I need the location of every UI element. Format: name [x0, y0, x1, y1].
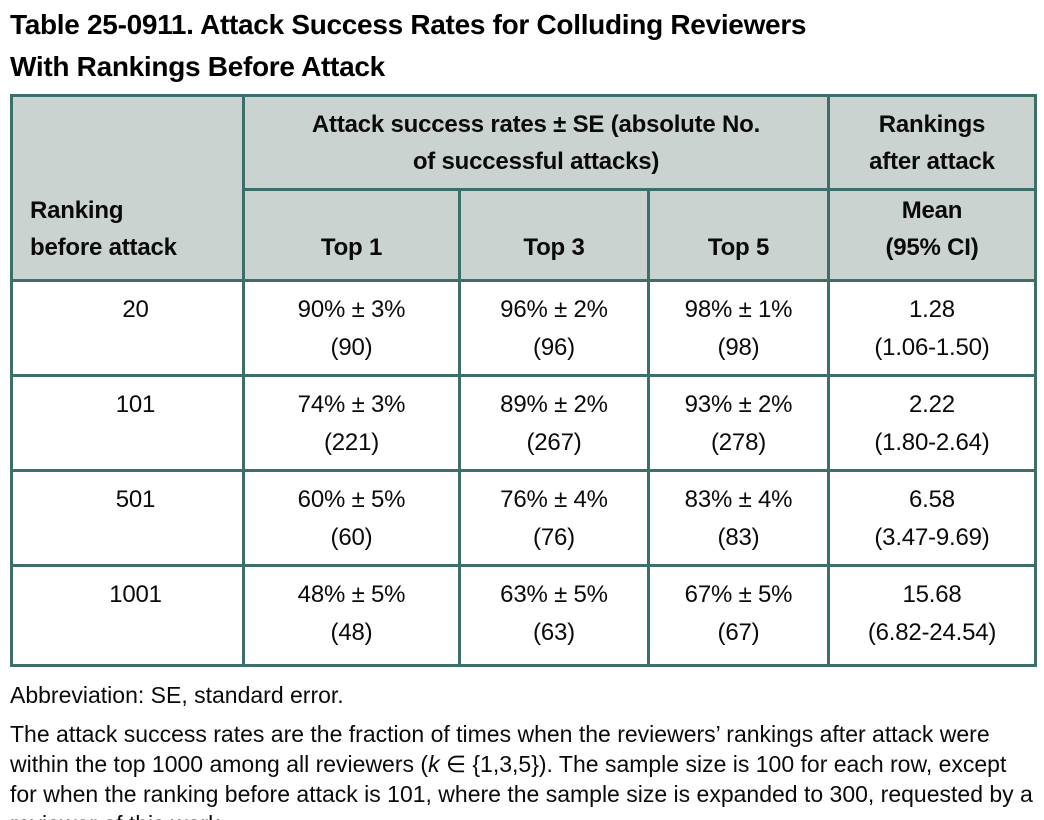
- col-header-ranking-before-attack: Ranking before attack: [10, 94, 245, 282]
- header-row-group: Ranking before attack Attack success rate…: [10, 94, 1037, 282]
- rate-value: 48% ± 5%: [297, 581, 406, 608]
- mean-value: 15.68: [902, 581, 962, 608]
- count-value: (48): [330, 619, 373, 646]
- cell-ranking-before: 1001: [10, 564, 245, 667]
- count-value: (60): [330, 524, 373, 551]
- table-row: 1001 48% ± 5% (48) 63% ± 5% (63) 67% ± 5% (…: [10, 564, 1037, 667]
- count-value: (278): [710, 429, 767, 456]
- footnote-text-part1: The attack success rates are the fractio…: [10, 721, 990, 777]
- rate-value: 76% ± 4%: [500, 486, 608, 513]
- cell-top5: 67% ± 5% (67): [647, 564, 830, 667]
- table-row: 501 60% ± 5% (60) 76% ± 4% (76) 83% ± 4% (8…: [10, 469, 1037, 567]
- cell-mean-ci: 1.28 (1.06-1.50): [827, 279, 1037, 377]
- cell-top3: 89% ± 2% (267): [458, 374, 650, 472]
- cell-ranking-before: 101: [10, 374, 245, 472]
- count-value: (98): [717, 334, 760, 361]
- ci-value: (3.47-9.69): [874, 524, 990, 551]
- mean-value: 2.22: [909, 391, 955, 418]
- mean-value: 6.58: [909, 486, 955, 513]
- rankings-after-line2: after attack: [869, 147, 995, 175]
- ci-value: (1.80-2.64): [874, 429, 990, 456]
- rate-value: 89% ± 2%: [500, 391, 608, 418]
- count-value: (267): [526, 429, 582, 456]
- cell-mean-ci: 2.22 (1.80-2.64): [827, 374, 1037, 472]
- rankings-after-line1: Rankings: [878, 110, 986, 138]
- mean-value: 1.28: [909, 296, 955, 323]
- header-row-sub: Top 1 Top 3 Top 5 Mean (95% CI): [12, 188, 1037, 282]
- table-title-line2: With Rankings Before Attack: [10, 51, 385, 82]
- rate-value: 63% ± 5%: [500, 581, 608, 608]
- rate-value: 98% ± 1%: [684, 296, 793, 323]
- table-title-line1: Table 25-0911. Attack Success Rates for …: [10, 9, 807, 40]
- col-header-top3: Top 3: [458, 188, 650, 282]
- rate-value: 83% ± 4%: [684, 486, 793, 513]
- count-value: (221): [323, 429, 380, 456]
- cell-top1: 60% ± 5% (60): [242, 469, 461, 567]
- count-value: (67): [717, 619, 760, 646]
- count-value: (83): [717, 524, 760, 551]
- table-title: Table 25-0911. Attack Success Rates for …: [10, 4, 1034, 88]
- cell-mean-ci: 6.58 (3.47-9.69): [827, 469, 1037, 567]
- ranking-before-line2: before attack: [30, 234, 177, 261]
- cell-top1: 48% ± 5% (48): [242, 564, 461, 667]
- count-value: (76): [533, 524, 575, 551]
- rate-value: 93% ± 2%: [684, 391, 793, 418]
- table-row: 20 90% ± 3% (90) 96% ± 2% (96) 98% ± 1% (98…: [10, 279, 1037, 377]
- ci-value: (6.82-24.54): [867, 619, 997, 646]
- mean-header-line2: (95% CI): [885, 234, 979, 261]
- col-header-mean-ci: Mean (95% CI): [827, 188, 1037, 282]
- group-header-line1: Attack success rates ± SE (absolute No.: [311, 110, 761, 138]
- cell-top5: 98% ± 1% (98): [647, 279, 830, 377]
- cell-mean-ci: 15.68 (6.82-24.54): [827, 564, 1037, 667]
- ci-value: (1.06-1.50): [874, 334, 990, 361]
- count-value: (90): [330, 334, 373, 361]
- count-value: (96): [533, 334, 575, 361]
- rate-value: 90% ± 3%: [297, 296, 406, 323]
- cell-ranking-before: 501: [10, 469, 245, 567]
- cell-top3: 63% ± 5% (63): [458, 564, 650, 667]
- cell-top1: 90% ± 3% (90): [242, 279, 461, 377]
- ranking-before-line1: Ranking: [30, 197, 124, 224]
- table-footnote: The attack success rates are the fractio…: [10, 719, 1034, 820]
- col-header-top5: Top 5: [647, 188, 830, 282]
- attack-success-rates-table: Ranking before attack Attack success rate…: [10, 94, 1037, 667]
- rate-value: 96% ± 2%: [500, 296, 608, 323]
- col-header-rankings-after-attack: Rankings after attack: [827, 94, 1037, 191]
- count-value: (63): [533, 619, 575, 646]
- footnote-text-part2: ∈ {1,3,5}). The sample size is 100 for e…: [10, 751, 1033, 820]
- cell-ranking-before: 20: [10, 279, 245, 377]
- cell-top5: 93% ± 2% (278): [647, 374, 830, 472]
- table-row: 101 74% ± 3% (221) 89% ± 2% (267) 93% ± 2%…: [10, 374, 1037, 472]
- abbreviation-footnote: Abbreviation: SE, standard error.: [10, 682, 344, 708]
- rate-value: 74% ± 3%: [297, 391, 406, 418]
- rate-value: 67% ± 5%: [684, 581, 793, 608]
- rate-value: 60% ± 5%: [297, 486, 406, 513]
- cell-top3: 96% ± 2% (96): [458, 279, 650, 377]
- col-group-header-attack-success-rates: Attack success rates ± SE (absolute No. o…: [242, 94, 830, 191]
- cell-top1: 74% ± 3% (221): [242, 374, 461, 472]
- cell-top5: 83% ± 4% (83): [647, 469, 830, 567]
- mean-header-line1: Mean: [901, 197, 963, 224]
- cell-top3: 76% ± 4% (76): [458, 469, 650, 567]
- col-header-top1: Top 1: [242, 188, 461, 282]
- group-header-line2: of successful attacks): [412, 147, 660, 175]
- footnote-variable-k: k: [428, 751, 440, 777]
